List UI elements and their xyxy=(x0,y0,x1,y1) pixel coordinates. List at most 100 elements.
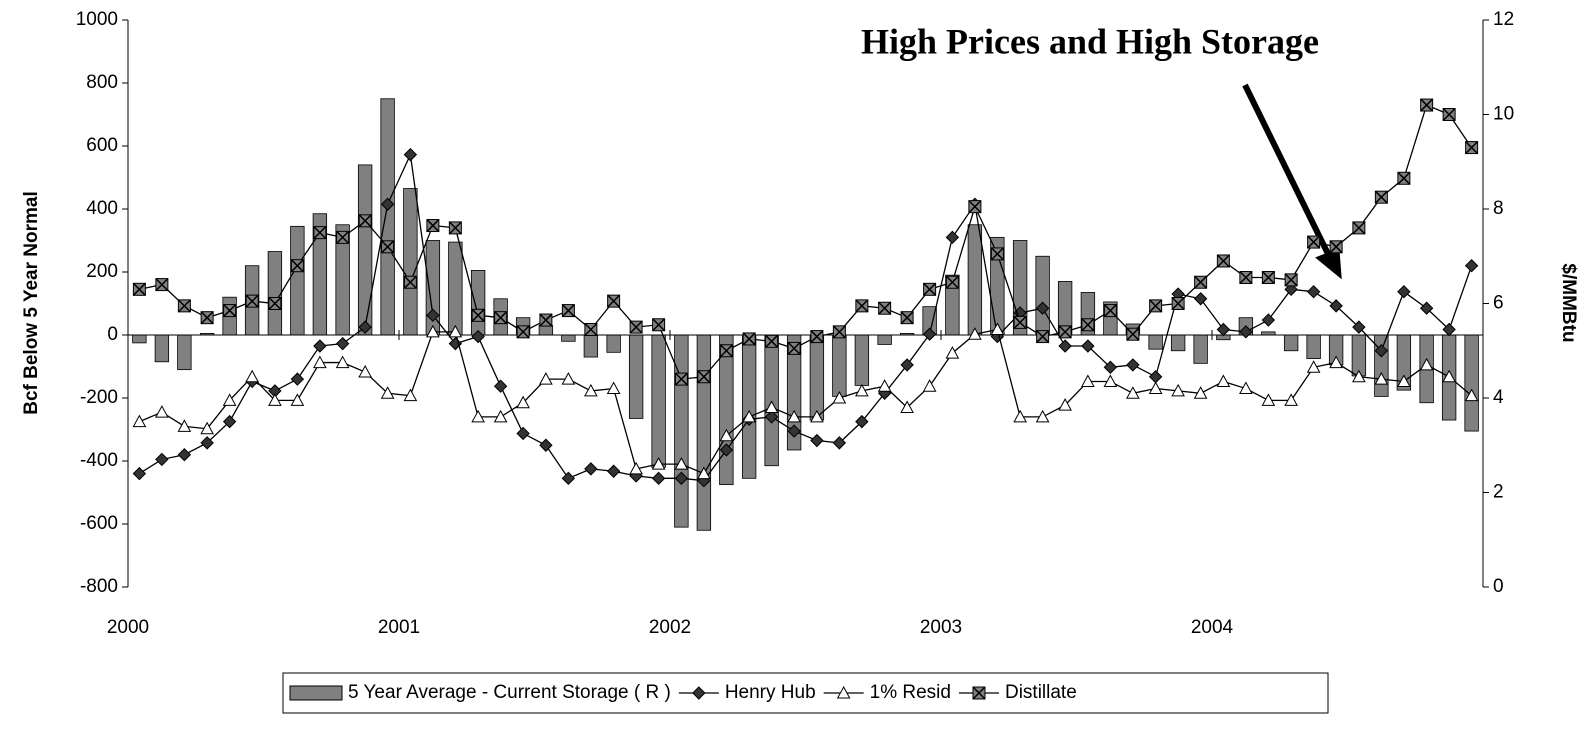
marker-cross xyxy=(1420,98,1434,112)
marker xyxy=(1013,409,1027,423)
marker xyxy=(493,379,508,393)
bar xyxy=(583,334,599,358)
marker-cross xyxy=(1374,190,1388,204)
marker xyxy=(810,330,824,344)
marker-cross xyxy=(855,299,869,313)
marker xyxy=(561,372,576,385)
marker xyxy=(787,409,801,423)
y2-tick-label: 4 xyxy=(1493,387,1504,408)
marker xyxy=(358,364,372,378)
marker-cross xyxy=(426,219,440,233)
marker xyxy=(832,390,847,404)
marker xyxy=(222,414,237,429)
x-tick-label: 2000 xyxy=(107,617,149,638)
marker xyxy=(1420,98,1434,112)
marker xyxy=(584,322,598,337)
marker xyxy=(674,372,688,386)
marker-cross xyxy=(313,226,327,240)
marker xyxy=(1193,386,1208,399)
marker xyxy=(878,301,892,315)
marker-cross xyxy=(471,308,485,322)
bar xyxy=(1148,334,1163,350)
marker xyxy=(132,466,147,481)
marker xyxy=(155,405,169,418)
bar xyxy=(1193,334,1208,364)
marker xyxy=(1216,254,1230,268)
y2-tick-label: 10 xyxy=(1493,104,1514,125)
marker xyxy=(1035,409,1050,423)
marker-cross xyxy=(945,275,959,289)
marker xyxy=(674,471,689,486)
marker xyxy=(1239,381,1253,395)
marker-cross xyxy=(1442,107,1456,122)
marker xyxy=(1058,339,1072,353)
y-tick-label: -800 xyxy=(80,576,118,597)
marker xyxy=(1397,171,1411,185)
marker-cross xyxy=(561,304,575,318)
marker xyxy=(1239,270,1253,285)
marker-cross xyxy=(268,296,282,311)
bar xyxy=(832,334,847,397)
marker xyxy=(945,275,959,289)
marker xyxy=(606,381,621,395)
marker xyxy=(629,320,643,334)
marker xyxy=(471,329,485,344)
marker xyxy=(336,230,350,244)
marker xyxy=(990,322,1005,335)
marker xyxy=(177,447,192,462)
marker xyxy=(787,424,801,438)
x-tick-label: 2004 xyxy=(1191,617,1234,638)
bar xyxy=(628,334,644,419)
x-tick-label: 2002 xyxy=(649,617,691,638)
legend-swatch xyxy=(289,685,343,701)
marker xyxy=(1058,398,1072,411)
bar xyxy=(719,334,734,486)
marker xyxy=(1419,301,1434,315)
marker-cross xyxy=(972,686,986,700)
marker-cross xyxy=(968,200,982,214)
y2-tick-label: 12 xyxy=(1493,9,1514,30)
marker xyxy=(900,358,914,372)
marker xyxy=(268,296,282,311)
marker xyxy=(945,346,960,359)
marker-cross xyxy=(607,294,621,308)
marker-cross xyxy=(900,311,914,325)
marker xyxy=(1035,301,1050,315)
annotation-arrow xyxy=(1242,83,1333,260)
bar xyxy=(154,334,170,363)
marker xyxy=(607,294,621,308)
marker-cross xyxy=(923,282,937,296)
marker xyxy=(471,409,485,423)
marker-cross xyxy=(1307,235,1321,249)
legend-label: 5 Year Average - Current Storage ( R ) xyxy=(348,682,671,703)
marker xyxy=(1306,360,1321,373)
marker xyxy=(923,282,937,296)
bar xyxy=(651,334,666,468)
marker xyxy=(1103,374,1118,387)
marker-cross xyxy=(1058,325,1072,339)
bar xyxy=(380,98,395,336)
marker xyxy=(1103,304,1117,318)
marker-cross xyxy=(742,332,756,346)
marker xyxy=(1148,381,1163,395)
bar xyxy=(403,188,418,336)
marker-cross xyxy=(652,318,666,332)
marker xyxy=(810,409,824,423)
bar xyxy=(448,241,463,336)
marker xyxy=(1397,374,1411,387)
marker xyxy=(1239,325,1253,339)
marker-cross xyxy=(245,294,259,308)
bar xyxy=(1464,334,1479,432)
marker xyxy=(765,334,779,348)
marker xyxy=(448,221,462,235)
bar xyxy=(267,251,283,336)
marker xyxy=(426,308,440,323)
marker-cross xyxy=(358,214,372,228)
marker xyxy=(651,471,666,486)
marker xyxy=(313,339,327,353)
marker-cross xyxy=(832,325,846,339)
marker xyxy=(222,393,237,406)
marker xyxy=(1126,327,1140,341)
marker xyxy=(719,428,734,442)
marker-cross xyxy=(1149,299,1163,313)
